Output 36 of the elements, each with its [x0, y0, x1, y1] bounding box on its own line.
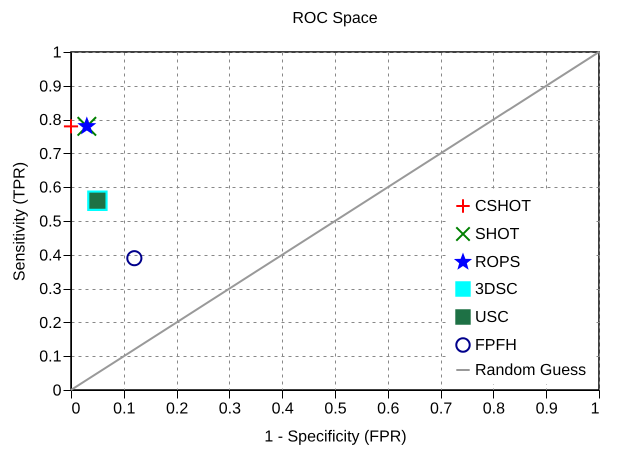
x-tick-label: 0.3: [218, 400, 242, 418]
x-tick-label: 0.7: [430, 400, 452, 418]
y-tick-label: 0.2: [39, 314, 62, 332]
y-tick-label: 0.9: [39, 78, 62, 96]
y-tick-label: 0.3: [39, 281, 62, 298]
legend-label: CSHOT: [475, 198, 532, 215]
y-tick-label: 0.1: [39, 348, 62, 366]
x-tick-label: 0.6: [377, 400, 400, 418]
y-tick-label: 0.5: [39, 214, 62, 230]
chart-title: ROC Space: [292, 10, 378, 27]
point: [79, 118, 95, 134]
y-axis-title: Sensitivity (TPR): [11, 162, 28, 282]
legend-label: 3DSC: [475, 281, 518, 298]
legend-label: Random Guess: [475, 362, 586, 379]
point: [126, 250, 142, 266]
y-tick-label: 0.7: [39, 146, 62, 163]
legend-label: FPFH: [475, 337, 517, 354]
x-tick-label: 0: [72, 400, 80, 418]
x-axis-title: 1 - Specificity (FPR): [264, 428, 407, 446]
x-tick-label: 0.8: [482, 400, 506, 418]
y-tick-label: 0: [52, 382, 62, 400]
legend-label: ROPS: [475, 254, 520, 271]
x-tick-label: 1: [590, 400, 600, 418]
point: [62, 118, 80, 134]
legend-label: SHOT: [475, 226, 520, 243]
y-tick-label: 0.4: [39, 247, 62, 264]
x-tick-label: 0.2: [166, 400, 188, 418]
y-tick-label: 0.6: [39, 180, 62, 197]
point: [76, 116, 98, 137]
legend-label: USC: [475, 309, 509, 326]
y-tick-label: 0.8: [39, 112, 62, 130]
x-tick-label: 0.4: [272, 400, 294, 418]
x-tick-label: 0.5: [324, 400, 347, 418]
y-tick-label: 1: [52, 44, 62, 62]
x-tick-label: 0.1: [113, 400, 136, 418]
x-tick-label: 0.9: [536, 400, 558, 418]
